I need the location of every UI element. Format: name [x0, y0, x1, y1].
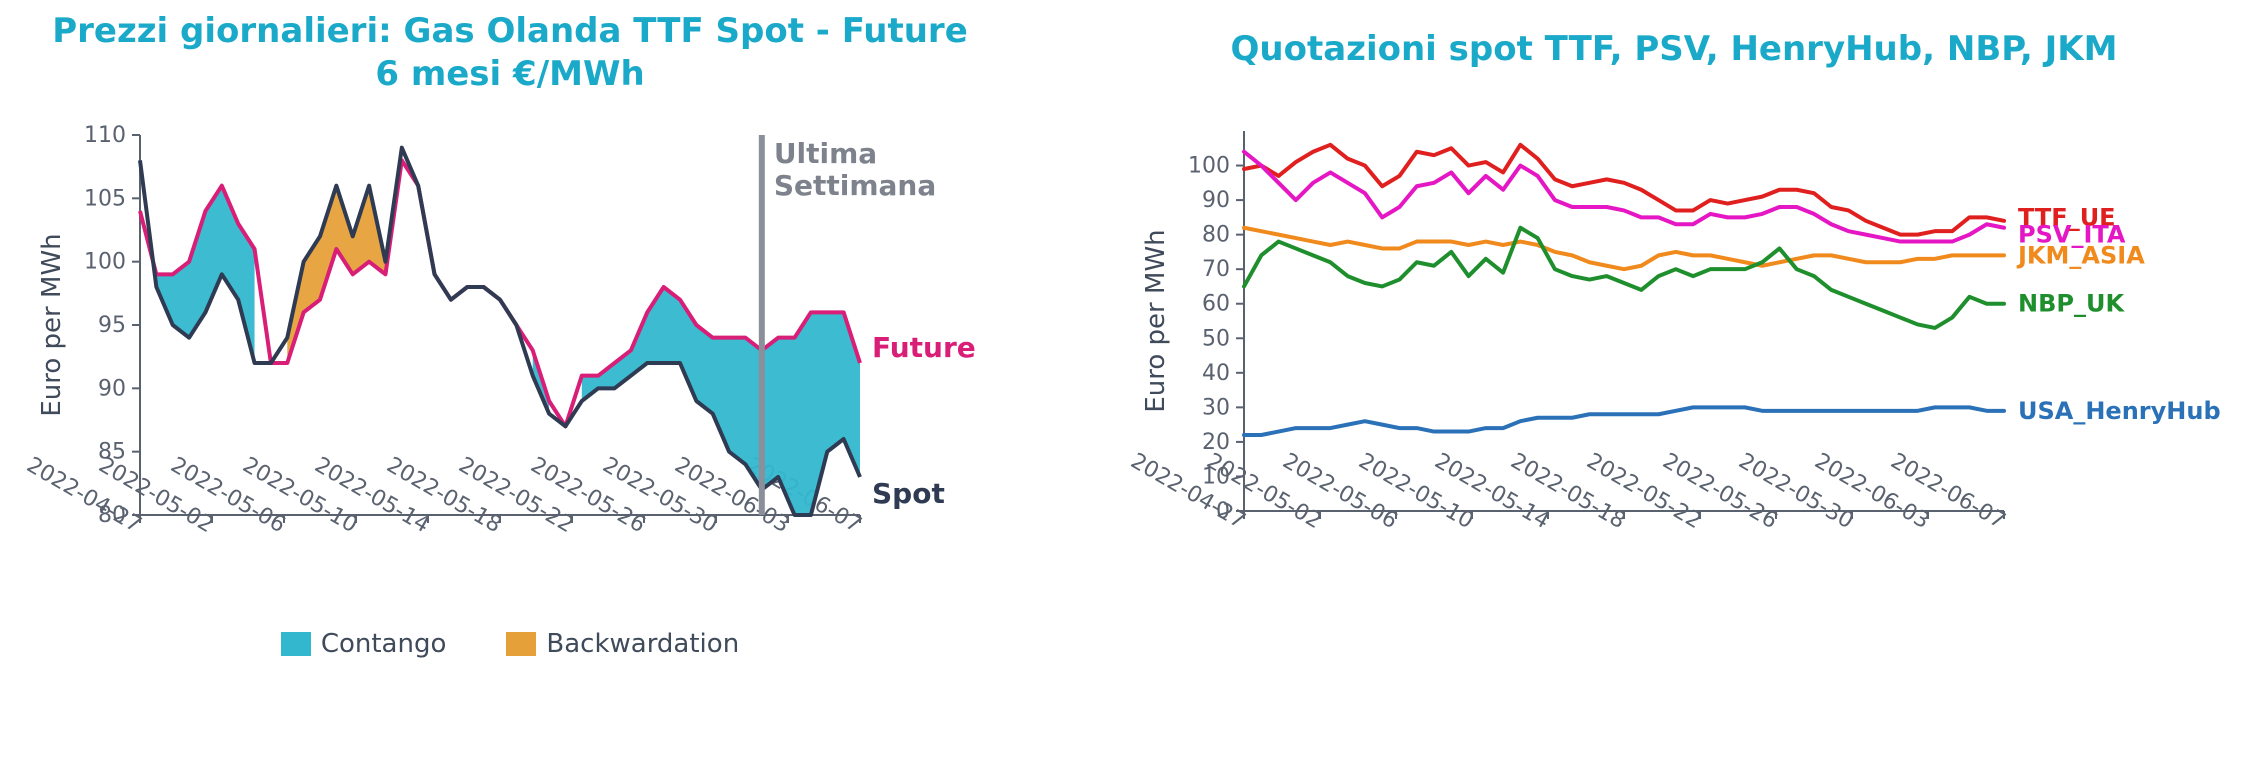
svg-text:USA_HenryHub: USA_HenryHub: [2018, 396, 2221, 424]
charts-row: Prezzi giornalieri: Gas Olanda TTF Spot …: [10, 10, 2234, 659]
svg-text:Future: Future: [872, 331, 976, 364]
svg-text:50: 50: [1202, 326, 1230, 351]
svg-text:40: 40: [1202, 360, 1230, 385]
svg-text:100: 100: [84, 250, 126, 275]
svg-text:70: 70: [1202, 257, 1230, 282]
svg-text:Spot: Spot: [872, 477, 945, 510]
svg-text:100: 100: [1188, 153, 1230, 178]
svg-text:95: 95: [98, 313, 126, 338]
svg-text:Settimana: Settimana: [774, 169, 936, 202]
legend-backwardation: Backwardation: [506, 629, 739, 659]
contango-label: Contango: [321, 629, 447, 659]
svg-text:110: 110: [84, 123, 126, 148]
svg-text:105: 105: [84, 186, 126, 211]
right-chart-title: Quotazioni spot TTF, PSV, HenryHub, NBP,…: [1114, 28, 2234, 71]
svg-text:90: 90: [98, 376, 126, 401]
svg-text:60: 60: [1202, 291, 1230, 316]
svg-text:Euro per MWh: Euro per MWh: [37, 233, 67, 416]
svg-text:80: 80: [1202, 222, 1230, 247]
contango-swatch: [281, 632, 311, 656]
right-chart-panel: Quotazioni spot TTF, PSV, HenryHub, NBP,…: [1114, 10, 2234, 625]
svg-text:Ultima: Ultima: [774, 137, 877, 170]
svg-text:30: 30: [1202, 395, 1230, 420]
left-chart-svg: 80859095100105110Euro per MWh2022-04-272…: [10, 105, 1010, 625]
left-chart-panel: Prezzi giornalieri: Gas Olanda TTF Spot …: [10, 10, 1010, 659]
svg-text:JKM_ASIA: JKM_ASIA: [2016, 241, 2145, 269]
backwardation-label: Backwardation: [546, 629, 739, 659]
svg-text:NBP_UK: NBP_UK: [2018, 289, 2125, 317]
left-chart-legend: Contango Backwardation: [10, 629, 1010, 659]
svg-text:90: 90: [1202, 188, 1230, 213]
backwardation-swatch: [506, 632, 536, 656]
legend-contango: Contango: [281, 629, 447, 659]
left-chart-title: Prezzi giornalieri: Gas Olanda TTF Spot …: [50, 10, 970, 95]
right-chart-svg: 0102030405060708090100Euro per MWh2022-0…: [1114, 101, 2234, 621]
svg-text:Euro per MWh: Euro per MWh: [1141, 229, 1171, 412]
